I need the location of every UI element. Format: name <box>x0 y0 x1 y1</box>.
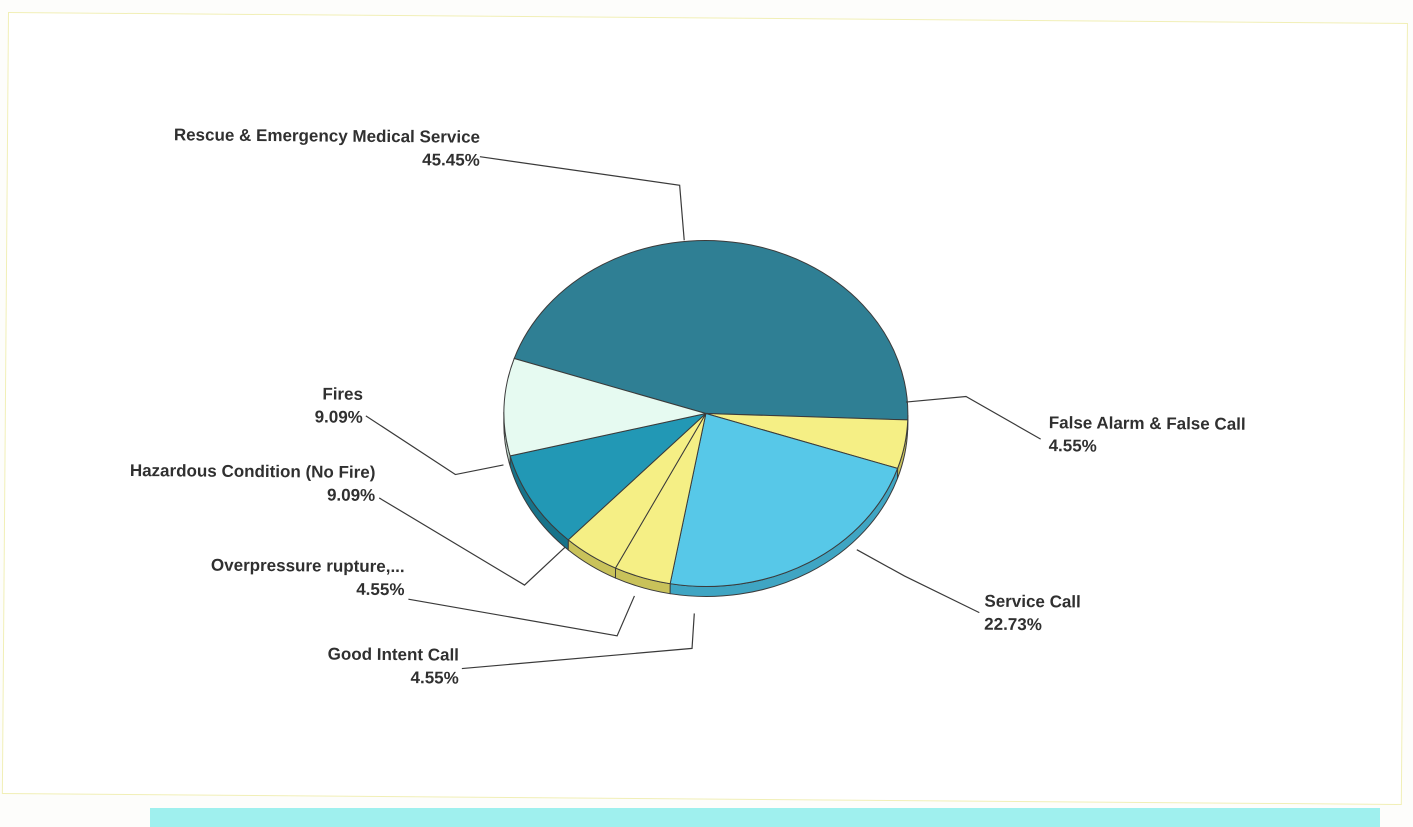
chart-frame: Rescue & Emergency Medical Service 45.45%… <box>1 12 1408 805</box>
pie-slice <box>669 412 899 587</box>
slice-label: False Alarm & False Call <box>1049 413 1246 434</box>
next-section-header-band <box>150 808 1380 827</box>
slice-label: Rescue & Emergency Medical Service <box>174 125 480 146</box>
pie-chart: Rescue & Emergency Medical Service 45.45%… <box>130 125 1246 687</box>
slice-value-label: 9.09% <box>315 407 363 426</box>
leader-line <box>479 156 685 241</box>
slice-value-label: 45.45% <box>422 150 480 169</box>
leader-line <box>408 595 635 637</box>
leader-line <box>461 613 695 670</box>
pie-slice <box>503 357 707 457</box>
slice-label: Fires <box>322 384 363 403</box>
slice-label: Service Call <box>984 592 1081 612</box>
slice-value-label: 4.55% <box>411 668 459 687</box>
pie-slice <box>513 240 909 421</box>
leader-line <box>905 395 1041 440</box>
slice-label: Good Intent Call <box>328 645 459 665</box>
slice-value-label: 9.09% <box>327 486 375 505</box>
leader-line <box>378 497 566 586</box>
leader-line <box>856 549 980 614</box>
slice-label: Overpressure rupture,... <box>211 556 405 577</box>
pie-slice <box>509 412 708 541</box>
slice-value-label: 4.55% <box>1049 436 1097 455</box>
slice-value-label: 22.73% <box>984 615 1042 634</box>
slice-label: Hazardous Condition (No Fire) <box>130 461 376 482</box>
slice-value-label: 4.55% <box>356 580 404 599</box>
leader-line <box>365 415 504 476</box>
